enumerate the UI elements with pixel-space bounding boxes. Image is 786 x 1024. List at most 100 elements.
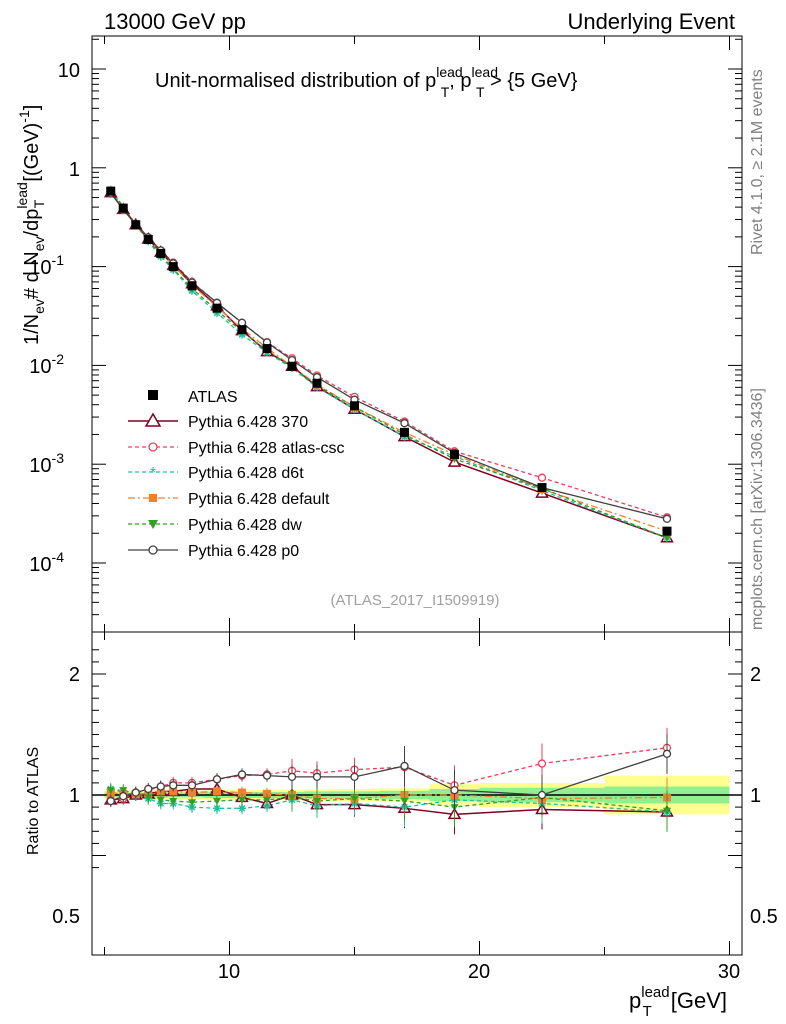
- legend-label-p0: Pythia 6.428 p0: [188, 543, 299, 560]
- ratio-point-pythia-6-428-default: [169, 787, 178, 796]
- main-point-atlas: [212, 303, 222, 313]
- ratio-point-pythia-6-428-dw: [156, 796, 165, 804]
- main-point-pythia-6-428-dw: [663, 534, 671, 542]
- ratio-point-pythia-6-428-p0: [262, 771, 272, 780]
- ratio-point-pythia-6-428-p0: [400, 761, 409, 771]
- header-right: Underlying Event: [567, 9, 735, 34]
- ratio-point-pythia-6-428-p0: [237, 770, 247, 779]
- main-point-atlas: [131, 220, 141, 230]
- ratio-ytick-0.5: 0.5: [52, 906, 80, 928]
- legend-entry-p0: Pythia 6.428 p0: [128, 543, 299, 560]
- main-point-atlas: [400, 427, 409, 437]
- main-point-atlas: [662, 526, 672, 536]
- legend-label-default: Pythia 6.428 default: [188, 491, 330, 508]
- ratio-point-pythia-6-428-dw: [106, 787, 115, 795]
- ratio-point-pythia-6-428-dw: [238, 796, 246, 804]
- ratio-ytick-right-2: 2: [750, 664, 761, 686]
- ytick-label-1: 1: [69, 159, 80, 181]
- ratio-point-pythia-6-428-p0: [350, 772, 359, 781]
- legend-marker-370: [144, 412, 162, 427]
- legend-entry-atlas: ATLAS: [148, 389, 238, 406]
- main-point-atlas: [262, 344, 272, 354]
- ratio-point-pythia-6-428-p0: [287, 772, 297, 781]
- legend-entry-d6t: * Pythia 6.428 d6t: [128, 465, 304, 482]
- legend: ATLAS Pythia 6.428 370 Pythia 6.428 atla…: [128, 389, 345, 560]
- main-point-atlas: [168, 262, 178, 272]
- header-left: 13000 GeV pp: [104, 9, 246, 34]
- ratio-ytick-right-0.5: 0.5: [750, 906, 778, 928]
- ratio-point-pythia-6-428-dw: [400, 798, 409, 806]
- xlabel: plead T [GeV]: [629, 984, 727, 1020]
- ratio-point-pythia-6-428-dw: [144, 794, 153, 802]
- xtick-label-30: 30: [718, 961, 740, 983]
- ratio-point-pythia-6-428-p0: [450, 786, 459, 795]
- ratio-point-pythia-6-428-dw: [350, 795, 359, 803]
- ratio-point-pythia-6-428-default: [188, 788, 196, 797]
- ratio-point-pythia-6-428-p0: [169, 781, 178, 790]
- ratio-ytick-1: 1: [69, 785, 80, 807]
- ratio-point-pythia-6-428-p0: [144, 784, 153, 794]
- ratio-point-pythia-6-428-p0: [312, 772, 322, 781]
- main-point-atlas: [350, 401, 359, 411]
- ratio-point-pythia-6-428-p0: [119, 792, 128, 801]
- ratio-point-pythia-6-428-dw: [313, 798, 321, 806]
- main-point-atlas: [537, 483, 547, 493]
- main-ticks: [92, 36, 742, 632]
- mcplots-label: mcplots.cern.ch [arXiv:1306.3436]: [749, 388, 766, 630]
- ratio-point-pythia-6-428-dw: [263, 796, 271, 804]
- ratio-point-pythia-6-428-dw: [663, 807, 671, 815]
- ratio-point-pythia-6-428-atlas-csc: [537, 759, 547, 768]
- ratio-point-pythia-6-428-p0: [662, 749, 672, 759]
- legend-marker-default: [149, 494, 157, 502]
- legend-label-atlas: ATLAS: [188, 389, 238, 406]
- main-point-atlas: [287, 361, 297, 371]
- ratio-point-pythia-6-428-p0: [187, 781, 197, 790]
- ratio-point-pythia-6-428-default: [213, 787, 221, 796]
- legend-entry-370: Pythia 6.428 370: [128, 412, 308, 431]
- main-ylabel: 1/Nev# d Nev/dpleadT[(GeV)-1]: [14, 105, 47, 345]
- main-point-atlas: [143, 235, 153, 245]
- legend-entry-dw: Pythia 6.428 dw: [128, 517, 302, 534]
- ytick-label-0.001: 10-3: [29, 450, 64, 477]
- main-line-pythia-6-428-d6t: [110, 189, 668, 539]
- main-title: Unit-normalised distribution of plead T, …: [155, 64, 578, 100]
- ratio-point-pythia-6-428-d6t: [213, 804, 221, 813]
- ratio-point-pythia-6-428-p0: [106, 796, 115, 806]
- ratio-point-pythia-6-428-p0: [537, 790, 547, 800]
- ratio-marks: [103, 727, 674, 835]
- ytick-label-0.0001: 10-4: [29, 549, 64, 576]
- xtick-label-20: 20: [468, 961, 490, 983]
- ratio-ytick-2: 2: [69, 664, 80, 686]
- legend-label-dw: Pythia 6.428 dw: [188, 517, 302, 534]
- legend-marker-atlas: [148, 390, 158, 400]
- ratio-point-pythia-6-428-d6t: [263, 801, 271, 810]
- main-point-atlas: [450, 450, 459, 460]
- ratio-ylabel: Ratio to ATLAS: [25, 747, 42, 855]
- legend-marker-p0: [148, 545, 158, 555]
- ratio-point-pythia-6-428-p0: [212, 775, 222, 784]
- ratio-point-pythia-6-428-dw: [213, 798, 221, 806]
- main-point-atlas: [106, 186, 116, 196]
- ytick-label-10: 10: [58, 60, 80, 82]
- legend-marker-d6t: *: [150, 465, 156, 482]
- main-line-pythia-6-428-370: [110, 192, 668, 539]
- ratio-point-pythia-6-428-d6t: [238, 804, 246, 813]
- legend-label-d6t: Pythia 6.428 d6t: [188, 465, 304, 482]
- ratio-point-pythia-6-428-dw: [288, 794, 296, 802]
- ratio-ytick-right-1: 1: [750, 785, 761, 807]
- ratio-point-pythia-6-428-default: [263, 789, 271, 798]
- ratio-point-pythia-6-428-p0: [156, 782, 165, 791]
- ratio-ticks: [92, 632, 742, 955]
- xtick-label-10: 10: [218, 961, 240, 983]
- ratio-point-pythia-6-428-dw: [188, 799, 196, 807]
- ratio-point-pythia-6-428-p0: [131, 788, 140, 797]
- legend-entry-default: Pythia 6.428 default: [128, 491, 330, 508]
- main-point-atlas: [187, 281, 197, 291]
- main-lines: [110, 189, 668, 539]
- main-line-pythia-6-428-dw: [110, 189, 668, 539]
- watermark: (ATLAS_2017_I1509919): [330, 592, 499, 609]
- legend-label-atlas-csc: Pythia 6.428 atlas-csc: [188, 440, 345, 457]
- main-panel: Unit-normalised distribution of plead T, …: [14, 35, 743, 633]
- ytick-label-0.01: 10-2: [29, 351, 64, 378]
